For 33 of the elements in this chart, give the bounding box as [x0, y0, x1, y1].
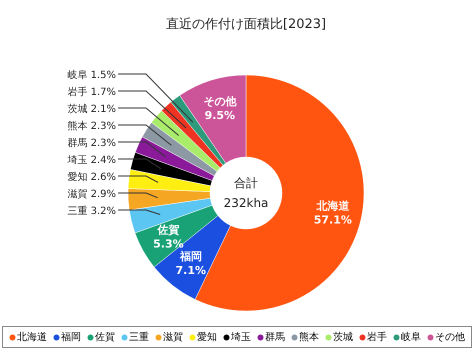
legend-label: 三重 — [128, 330, 149, 344]
legend-label: 群馬 — [264, 331, 285, 344]
legend-label: 熊本 — [298, 330, 319, 344]
legend-label: 埼玉 — [230, 331, 251, 344]
legend-label: 佐賀 — [94, 331, 115, 344]
legend-label: 茨城 — [332, 330, 353, 344]
data-label: 7.1% — [176, 264, 206, 277]
category-label: 群馬 2.3% — [67, 138, 116, 149]
legend-label: その他 — [434, 331, 465, 344]
legend-label: 愛知 — [196, 330, 217, 344]
category-label: 茨城 2.1% — [67, 104, 116, 115]
legend-label: 滋賀 — [162, 331, 183, 344]
slice-label: 福岡 — [178, 250, 202, 263]
category-label: 愛知 2.6% — [67, 172, 116, 183]
legend-label: 福岡 — [60, 330, 81, 344]
category-label: 岩手 1.7% — [67, 87, 116, 98]
legend-label: 岩手 — [366, 330, 387, 344]
text: 合計 — [234, 176, 258, 190]
category-label: 三重 3.2% — [67, 206, 116, 217]
category-label: 埼玉 2.4% — [67, 155, 116, 166]
slice-label: その他 — [203, 94, 238, 108]
slice-label: 佐賀 — [156, 224, 180, 237]
category-label: 岐阜 1.5% — [67, 70, 116, 81]
text: 232kha — [224, 196, 268, 210]
slice-label: 北海道 — [315, 200, 350, 213]
category-label: 熊本 2.3% — [67, 121, 116, 132]
data-label: 5.3% — [153, 238, 184, 251]
legend-label: 北海道 — [16, 330, 47, 344]
legend-label: 岐阜 — [400, 330, 421, 344]
data-label: 57.1% — [314, 214, 352, 227]
category-label: 滋賀 2.9% — [67, 189, 116, 200]
chart-title: 直近の作付け面積比[2023] — [166, 17, 326, 32]
data-label: 9.5% — [204, 108, 236, 122]
